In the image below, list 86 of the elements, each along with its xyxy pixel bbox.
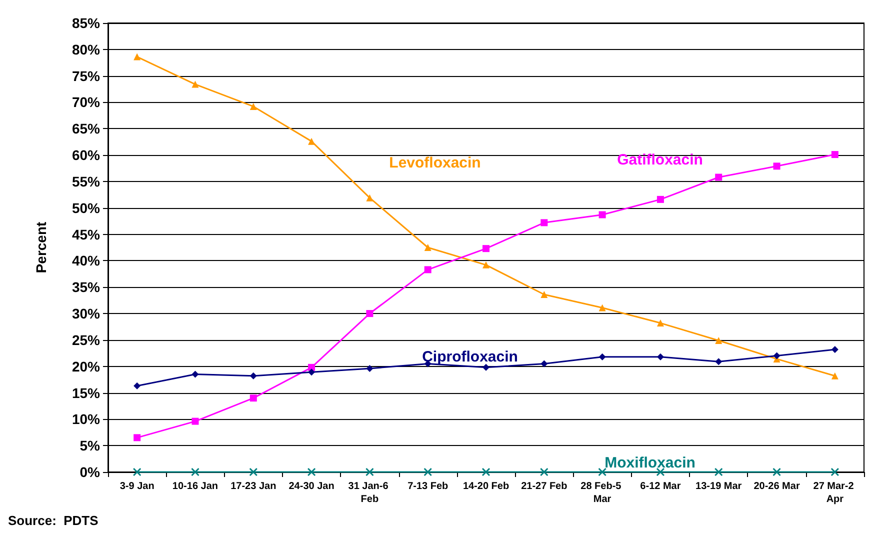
point [307, 468, 316, 476]
point [482, 261, 490, 268]
y-tick-label: 80% [72, 41, 101, 58]
point [134, 434, 141, 442]
series-label: Moxifloxacin [604, 454, 696, 472]
x-tick-label: 13-19 Mar [696, 481, 742, 492]
point [482, 364, 490, 371]
y-tick-label: 20% [72, 358, 101, 374]
series-label: Ciprofloxacin [422, 348, 518, 366]
y-tick-label: 75% [72, 68, 101, 84]
x-tick-label: 28 Feb-5 Mar [580, 481, 624, 505]
x-tick-label: 31 Jan-6 Feb [348, 481, 392, 505]
point [190, 468, 200, 476]
point [831, 372, 838, 380]
point [134, 53, 141, 60]
point [424, 266, 432, 274]
point [424, 468, 432, 476]
point [772, 468, 782, 476]
x-tick-label: 17-23 Jan [230, 481, 276, 492]
y-tick-label: 35% [72, 279, 101, 296]
point [715, 174, 722, 181]
point [830, 468, 840, 476]
point [308, 138, 316, 145]
point [250, 102, 257, 110]
point [540, 291, 548, 298]
point [714, 468, 723, 476]
point [482, 245, 490, 252]
point [366, 310, 374, 318]
point [715, 358, 722, 366]
x-tick-label: 20-26 Mar [754, 481, 800, 492]
point [482, 468, 490, 476]
y-tick-label: 40% [72, 252, 101, 269]
point [366, 194, 374, 202]
source-note: Source: PDTS [8, 513, 99, 528]
y-tick-label: 65% [72, 120, 101, 137]
y-tick-label: 15% [72, 384, 101, 401]
y-tick-label: 0% [80, 464, 101, 480]
x-tick-label: 10-16 Jan [172, 481, 218, 492]
point [831, 151, 838, 158]
y-tick-label: 70% [72, 94, 101, 110]
point [540, 360, 548, 368]
point [656, 196, 664, 203]
point [598, 211, 606, 218]
point [424, 244, 432, 251]
point [308, 368, 316, 376]
y-tick-label: 10% [72, 411, 101, 428]
y-tick-label: 45% [72, 226, 101, 242]
point [249, 468, 258, 476]
point [250, 372, 257, 380]
point [366, 364, 374, 372]
y-tick-label: 85% [72, 15, 101, 31]
point [831, 346, 838, 353]
point [715, 336, 722, 344]
text: Levofloxacin [389, 154, 481, 172]
point [656, 320, 664, 327]
point [134, 382, 141, 390]
point [656, 468, 665, 476]
point [540, 219, 548, 226]
x-tick-label: 21-27 Feb [521, 481, 568, 492]
point [773, 352, 780, 360]
point [598, 304, 606, 312]
x-tick-label: 14-20 Feb [462, 481, 510, 492]
x-tick-label: 6-12 Mar [640, 481, 681, 492]
x-tick-label: 27 Mar-2 Apr [813, 481, 857, 505]
point [773, 162, 780, 170]
point [540, 468, 548, 476]
y-tick-label: 50% [72, 200, 101, 216]
point [192, 370, 199, 378]
y-tick-label: 55% [72, 173, 101, 190]
x-tick-label: 3-9 Jan [120, 481, 154, 492]
y-tick-label: 25% [72, 332, 101, 348]
point [132, 468, 142, 476]
point [598, 353, 606, 360]
y-tick-label: 60% [72, 147, 101, 164]
point [192, 418, 199, 425]
point [656, 353, 664, 360]
point [598, 468, 607, 476]
y-tick-label: 5% [80, 438, 101, 454]
point [365, 468, 374, 476]
point [192, 80, 199, 88]
x-tick-label: 7-13 Feb [408, 481, 448, 492]
series-label: Gatifloxacin [617, 152, 703, 168]
y-tick-label: 30% [72, 306, 101, 322]
x-tick-label: 24-30 Jan [288, 481, 334, 492]
y-axis-title: Percent [33, 221, 49, 274]
point [250, 394, 257, 402]
